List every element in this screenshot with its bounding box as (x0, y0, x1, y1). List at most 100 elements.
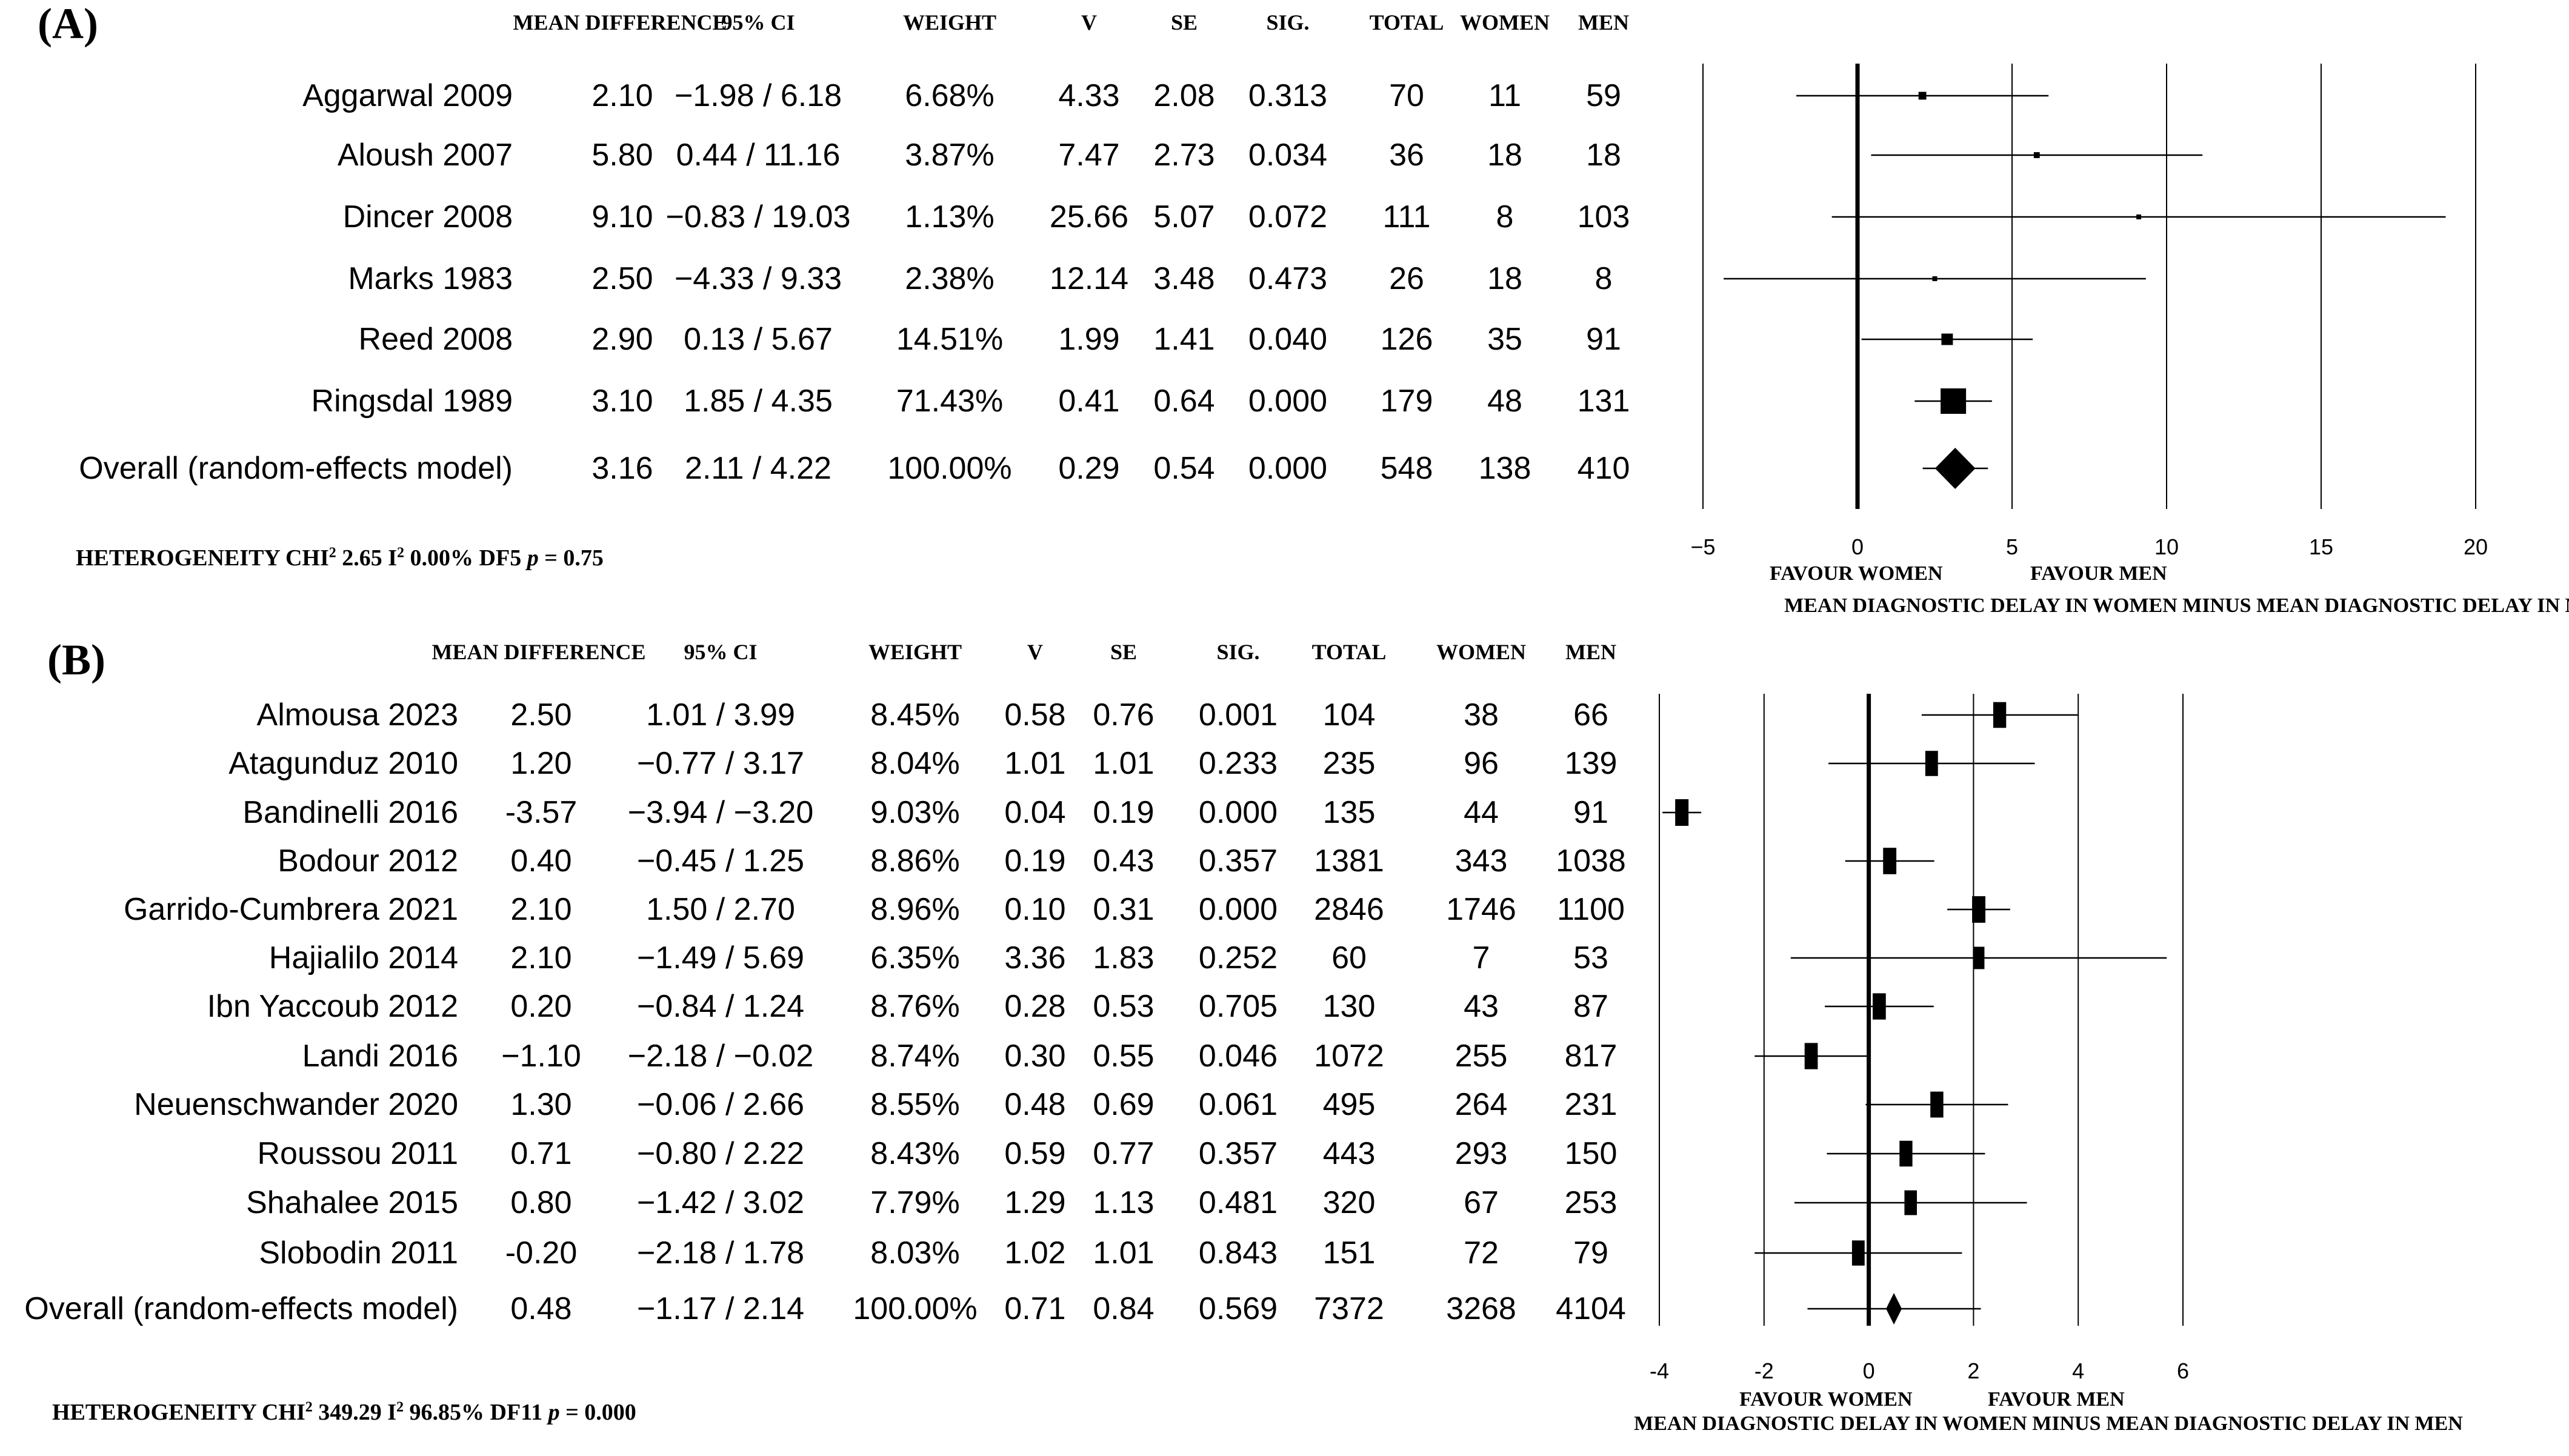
study-row-b-men: 253 (1564, 1185, 1618, 1220)
study-row-a-men: 131 (1577, 384, 1630, 419)
study-row-b-v: 1.01 (1004, 746, 1066, 781)
header-mean-difference-a: MEAN DIFFERENCE (513, 10, 727, 35)
x-axis-label-a: MEAN DIAGNOSTIC DELAY IN WOMEN MINUS MEA… (1784, 594, 2569, 617)
study-row-b-total: 130 (1322, 989, 1376, 1024)
study-row-b-men: 79 (1573, 1235, 1608, 1271)
study-row-b-sig: 0.252 (1198, 940, 1278, 976)
overall-row-a-women: 138 (1478, 451, 1531, 486)
study-row-b-men: 817 (1564, 1039, 1618, 1074)
study-row-b-se: 0.31 (1093, 892, 1155, 927)
overall-row-b-total: 7372 (1314, 1291, 1384, 1326)
study-row-b-sig: 0.233 (1198, 746, 1278, 781)
study-row-b-men: 66 (1573, 697, 1608, 733)
tick-label: 0 (1851, 534, 1864, 559)
tick-label: 15 (2309, 534, 2333, 559)
study-row-b-se: 0.55 (1093, 1039, 1155, 1074)
point-estimate-square (1973, 946, 1985, 969)
study-row-b-weight: 8.45% (870, 697, 960, 733)
study-row-a-men: 91 (1586, 322, 1621, 357)
heterogeneity-text-b: HETEROGENEITY CHI2 349.29 I2 96.85% DF11… (52, 1399, 636, 1425)
overall-row-b-sig: 0.569 (1198, 1291, 1278, 1326)
point-estimate-square (1930, 1091, 1944, 1118)
study-row-a-ci: 0.13 / 5.67 (684, 322, 833, 357)
study-row-b-women: 67 (1464, 1185, 1499, 1220)
header-sig-b: SIG. (1216, 640, 1260, 664)
study-row-b-name: Ibn Yaccoub 2012 (207, 989, 458, 1024)
study-row-b-ci: 1.01 / 3.99 (646, 697, 795, 733)
study-row-a-name: Dincer 2008 (342, 199, 513, 234)
study-row-a-se: 2.73 (1153, 138, 1215, 173)
favour-men-label-b: FAVOUR MEN (1988, 1388, 2125, 1411)
study-row-b-total: 495 (1322, 1087, 1376, 1122)
study-row-b-total: 443 (1322, 1136, 1376, 1171)
study-row-b-sig: 0.061 (1198, 1087, 1278, 1122)
study-row-b-md: −1.10 (501, 1039, 581, 1074)
study-row-b-name: Bodour 2012 (278, 843, 458, 879)
tick-label: 2 (1967, 1358, 1979, 1383)
panel-label-b: (B) (47, 636, 105, 684)
study-row-a-v: 4.33 (1058, 78, 1120, 113)
header-sig-a: SIG. (1266, 10, 1310, 35)
overall-row-a-men: 410 (1577, 451, 1630, 486)
point-estimate-square (1851, 1240, 1865, 1266)
study-row-b-v: 0.58 (1004, 697, 1066, 733)
header-95-ci-a: 95% CI (721, 10, 795, 35)
study-row-a-md: 2.10 (591, 78, 653, 113)
study-row-a-name: Ringsdal 1989 (311, 384, 513, 419)
header-weight-a: WEIGHT (902, 10, 997, 35)
study-row-b-total: 151 (1322, 1235, 1376, 1271)
study-row-a-women: 48 (1487, 384, 1522, 419)
study-row-b-sig: 0.000 (1198, 892, 1278, 927)
study-row-b-se: 0.19 (1093, 795, 1155, 830)
study-row-b-total: 320 (1322, 1185, 1376, 1220)
overall-row-b-name: Overall (random-effects model) (24, 1291, 458, 1326)
overall-row-b-weight: 100.00% (853, 1291, 978, 1326)
overall-row-a-weight: 100.00% (887, 451, 1012, 486)
study-row-b-weight: 9.03% (870, 795, 960, 830)
study-row-b-weight: 8.04% (870, 746, 960, 781)
study-row-b-women: 293 (1454, 1136, 1508, 1171)
header-v-b: V (1027, 640, 1043, 664)
study-row-a-se: 0.64 (1153, 384, 1215, 419)
study-row-a-se: 1.41 (1153, 322, 1215, 357)
study-row-b-men: 1100 (1557, 892, 1625, 927)
study-row-b-ci: −0.77 / 3.17 (636, 746, 805, 781)
study-row-b-md: 0.20 (510, 989, 572, 1024)
study-row-b-sig: 0.843 (1198, 1235, 1278, 1271)
study-row-b-women: 343 (1454, 843, 1508, 879)
header-mean-difference-b: MEAN DIFFERENCE (431, 640, 646, 664)
study-row-b-sig: 0.705 (1198, 989, 1278, 1024)
study-row-b-v: 0.28 (1004, 989, 1066, 1024)
study-row-b-v: 0.04 (1004, 795, 1066, 830)
favour-women-label-b: FAVOUR WOMEN (1739, 1388, 1913, 1411)
header-total-a: TOTAL (1369, 10, 1444, 35)
study-row-a-md: 2.50 (591, 261, 653, 296)
point-estimate-square (1899, 1140, 1913, 1167)
study-row-a-sig: 0.072 (1248, 199, 1328, 234)
study-row-b-v: 1.29 (1004, 1185, 1066, 1220)
study-row-a-weight: 2.38% (905, 261, 995, 296)
study-row-a-women: 11 (1488, 78, 1521, 113)
study-row-b-men: 139 (1564, 746, 1618, 781)
overall-row-a-name: Overall (random-effects model) (79, 451, 513, 486)
study-row-a-sig: 0.034 (1248, 138, 1328, 173)
study-row-a-v: 12.14 (1049, 261, 1129, 296)
study-row-a-ci: −1.98 / 6.18 (674, 78, 842, 113)
point-estimate-square (1918, 91, 1927, 100)
study-row-b-se: 0.43 (1093, 843, 1155, 879)
study-row-b-name: Atagunduz 2010 (228, 746, 458, 781)
study-row-a-md: 3.10 (591, 384, 653, 419)
header-se-b: SE (1110, 640, 1138, 664)
overall-diamond (1886, 1293, 1902, 1325)
study-row-b-name: Roussou 2011 (257, 1136, 459, 1171)
tick-label: −5 (1690, 534, 1715, 559)
study-row-a-men: 103 (1577, 199, 1630, 234)
study-row-b-total: 2846 (1314, 892, 1384, 927)
study-row-b-total: 104 (1322, 697, 1376, 733)
study-row-a-women: 8 (1496, 199, 1514, 234)
study-row-b-women: 72 (1464, 1235, 1499, 1271)
study-row-b-name: Shahalee 2015 (246, 1185, 458, 1220)
study-row-b-se: 1.01 (1093, 1235, 1155, 1271)
study-row-b-v: 0.10 (1004, 892, 1066, 927)
overall-row-b-md: 0.48 (510, 1291, 572, 1326)
